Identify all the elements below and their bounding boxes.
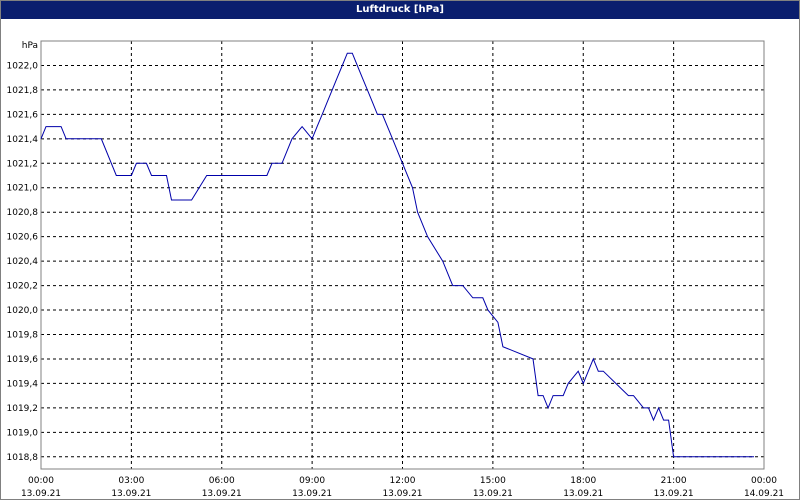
y-tick-label: 1021,6 [7,110,39,120]
x-tick-time: 21:00 [661,476,687,486]
y-tick-label: 1020,2 [7,282,39,292]
y-tick-label: 1020,4 [7,257,39,267]
x-tick-time: 00:00 [28,476,54,486]
x-tick-date: 13.09.21 [202,489,242,499]
y-tick-label: 1022,0 [7,61,39,71]
x-tick-date: 14.09.21 [744,489,784,499]
y-tick-label: 1021,8 [7,86,39,96]
x-tick-date: 13.09.21 [111,489,151,499]
x-tick-time: 03:00 [118,476,144,486]
y-tick-label: 1021,0 [7,184,39,194]
chart-area: hPa 1018,8 1019,0 1019,2 1019,4 1019,6 1019,8… [7,40,784,499]
x-tick-date: 13.09.21 [382,489,422,499]
x-tick-date: 13.09.21 [292,489,332,499]
chart-title: Luftdruck [hPa] [1,1,799,19]
y-tick-label: 1020,0 [7,306,39,316]
x-tick-time: 12:00 [390,476,416,486]
x-tick-date: 13.09.21 [21,489,61,499]
x-tick-time: 15:00 [480,476,506,486]
x-tick-date: 13.09.21 [473,489,513,499]
x-tick-labels: 00:00 13.09.21 03:00 13.09.21 06:00 13.09.21 0… [21,476,784,499]
series-line [40,52,754,458]
y-tick-label: 1020,6 [7,233,39,243]
y-tick-label: 1021,4 [7,135,39,145]
y-tick-label: 1019,4 [7,379,39,389]
x-tick-time: 00:00 [751,476,777,486]
y-tick-label: 1021,2 [7,159,39,169]
y-tick-label: 1020,8 [7,208,39,218]
y-tick-label: 1019,0 [7,428,39,438]
y-axis-label: hPa [22,41,38,51]
grid-lines [41,41,764,469]
y-tick-label: 1019,8 [7,330,39,340]
x-tick-time: 18:00 [570,476,596,486]
x-tick-date: 13.09.21 [654,489,694,499]
x-tick-time: 09:00 [299,476,325,486]
x-tick-date: 13.09.21 [563,489,603,499]
plot-frame [40,40,765,470]
x-tick-time: 06:00 [209,476,235,486]
y-tick-label: 1019,2 [7,404,39,414]
y-tick-labels: 1018,8 1019,0 1019,2 1019,4 1019,6 1019,8 1020… [7,61,39,462]
y-tick-label: 1019,6 [7,355,39,365]
y-tick-label: 1018,8 [7,453,39,463]
